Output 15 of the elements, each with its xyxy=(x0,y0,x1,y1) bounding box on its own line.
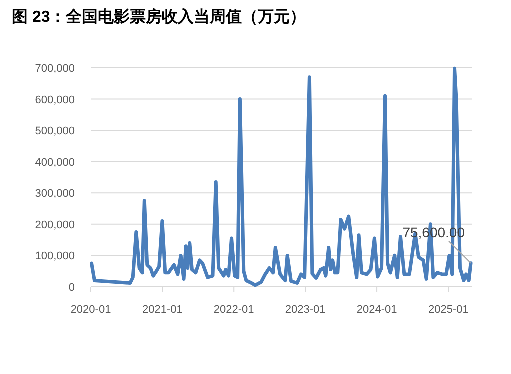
y-tick-label: 700,000 xyxy=(35,63,75,75)
y-tick-label: 500,000 xyxy=(35,126,75,138)
y-tick-label: 200,000 xyxy=(35,219,75,232)
x-tick-label: 2022-01 xyxy=(214,304,254,316)
y-tick-label: 300,000 xyxy=(35,188,75,200)
title: 图 23：全国电影票房收入当周值（万元） xyxy=(12,9,306,26)
y-tick-label: 400,000 xyxy=(35,156,75,169)
y-tick-label: 0 xyxy=(68,282,75,294)
x-tick-label: 2021-01 xyxy=(142,304,183,316)
x-tick-label: 2023-01 xyxy=(285,304,326,316)
x-tick-label: 2025-01 xyxy=(428,304,469,316)
x-tick-label: 2024-01 xyxy=(356,304,398,316)
y-tick-label: 100,000 xyxy=(35,250,75,263)
y-tick-label: 600,000 xyxy=(35,94,75,106)
x-tick-label: 2020-01 xyxy=(70,304,112,316)
